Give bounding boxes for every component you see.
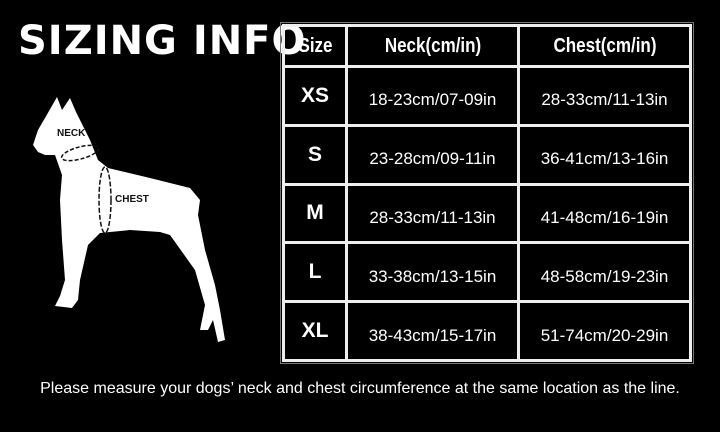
size-cell: L bbox=[282, 241, 348, 304]
chest-line bbox=[98, 166, 112, 234]
neck-cell: 28-33cm/11-13in bbox=[345, 182, 520, 245]
table-row: M 28-33cm/11-13in 41-48cm/16-19in bbox=[282, 182, 692, 245]
size-cell: S bbox=[282, 123, 348, 186]
table-header-row: Size Neck(cm/in) Chest(cm/in) bbox=[284, 24, 691, 68]
chest-cell: 51-74cm/20-29in bbox=[517, 300, 692, 362]
measurement-note: Please measure your dogs’ neck and chest… bbox=[40, 380, 680, 397]
header-chest: Chest(cm/in) bbox=[530, 24, 679, 68]
chest-label: CHEST bbox=[115, 194, 149, 205]
neck-cell: 38-43cm/15-17in bbox=[345, 300, 520, 362]
header-size: Size bbox=[286, 24, 344, 68]
chest-cell: 41-48cm/16-19in bbox=[517, 182, 692, 245]
dog-silhouette-icon bbox=[33, 97, 225, 342]
table-row: XL 38-43cm/15-17in 51-74cm/20-29in bbox=[282, 300, 692, 362]
chest-cell: 48-58cm/19-23in bbox=[517, 241, 692, 304]
neck-line bbox=[60, 144, 100, 162]
table-row: L 33-38cm/13-15in 48-58cm/19-23in bbox=[282, 241, 692, 304]
size-cell: XL bbox=[282, 300, 348, 362]
table-row: XS 18-23cm/07-09in 28-33cm/11-13in bbox=[282, 65, 692, 127]
neck-cell: 33-38cm/13-15in bbox=[345, 241, 520, 304]
page-title: SIZING INFO bbox=[18, 18, 307, 64]
chest-cell: 36-41cm/13-16in bbox=[517, 123, 692, 186]
chest-cell: 28-33cm/11-13in bbox=[517, 65, 692, 127]
neck-label: NECK bbox=[57, 128, 86, 139]
header-neck: Neck(cm/in) bbox=[358, 24, 507, 68]
size-cell: XS bbox=[282, 65, 348, 127]
size-cell: M bbox=[282, 182, 348, 245]
table-row: S 23-28cm/09-11in 36-41cm/13-16in bbox=[282, 123, 692, 186]
size-table: Size Neck(cm/in) Chest(cm/in) XS 18-23cm… bbox=[280, 22, 694, 364]
neck-cell: 18-23cm/07-09in bbox=[345, 65, 520, 127]
neck-cell: 23-28cm/09-11in bbox=[345, 123, 520, 186]
